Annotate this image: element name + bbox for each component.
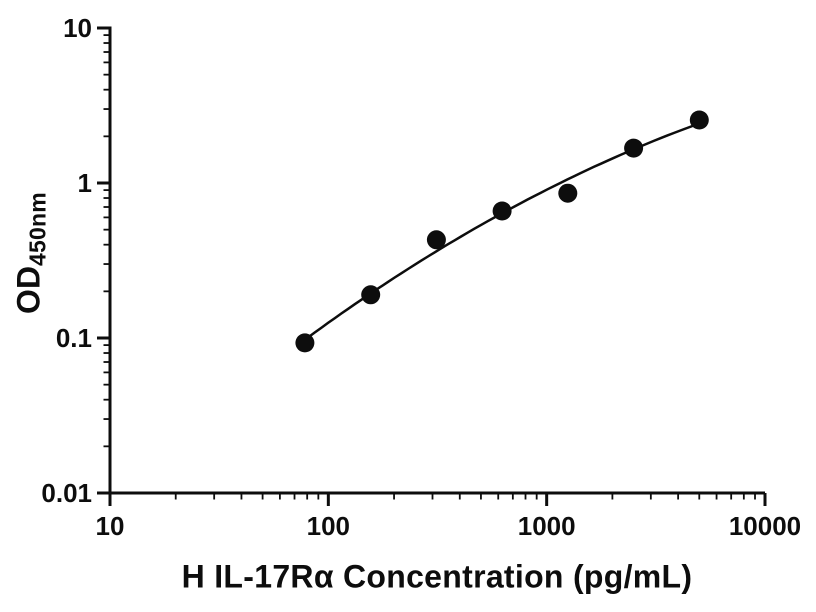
y-axis-tick-label: 1 <box>78 168 92 198</box>
axis-lines <box>108 26 765 495</box>
y-axis-tick-label: 0.01 <box>41 478 92 508</box>
y-axis-title-subscript: 450nm <box>24 192 51 266</box>
data-point <box>689 110 709 130</box>
data-point <box>492 201 512 221</box>
x-axis-tick-label: 10 <box>96 511 125 541</box>
fit-curve <box>300 121 701 344</box>
data-point <box>426 230 446 250</box>
x-axis-title: H IL-17Rα Concentration (pg/mL) <box>181 558 693 595</box>
y-axis-tick-label: 10 <box>63 13 92 43</box>
data-point <box>558 183 578 203</box>
x-axis-tick-label: 100 <box>307 511 350 541</box>
x-axis-tick-label: 10000 <box>729 511 801 541</box>
x-axis-tick-label: 1000 <box>518 511 576 541</box>
y-axis-tick-label: 0.1 <box>56 323 92 353</box>
data-point <box>295 333 315 353</box>
y-axis-title: OD450nm <box>11 192 52 314</box>
data-point <box>361 285 381 305</box>
y-axis-title-main: OD <box>10 265 47 314</box>
data-point <box>624 138 644 158</box>
